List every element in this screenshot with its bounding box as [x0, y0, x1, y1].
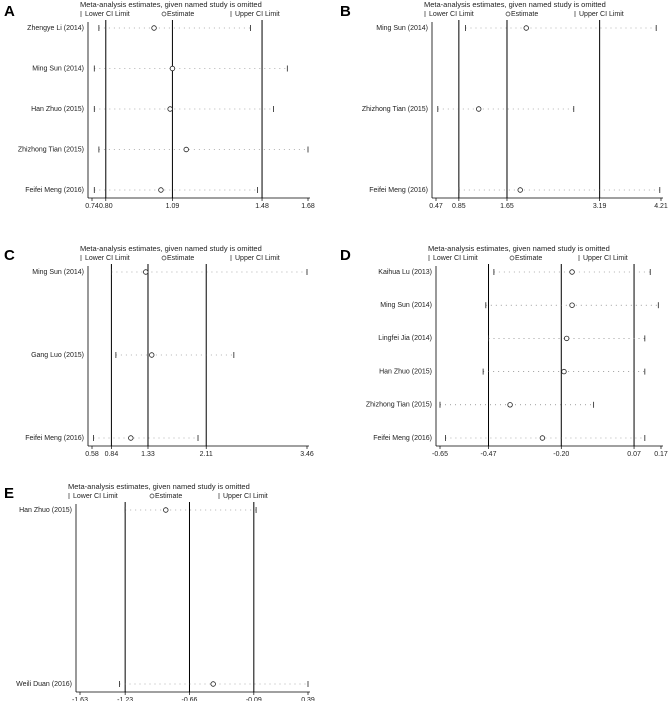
panel-letter: B — [340, 3, 351, 20]
x-tick-label: -0.20 — [553, 451, 569, 458]
study-label: Ming Sun (2014) — [32, 269, 84, 276]
study-label: Feifei Meng (2016) — [369, 187, 428, 194]
panel-title: Meta-analysis estimates, given named stu… — [424, 0, 606, 9]
legend-label: Lower CI Limit — [85, 255, 130, 262]
x-tick-label: 2.11 — [200, 451, 213, 458]
x-tick-label: 0.84 — [105, 451, 119, 458]
legend-label: Estimate — [155, 493, 182, 500]
legend-label: Estimate — [167, 255, 194, 262]
x-tick-label: -0.65 — [432, 451, 448, 458]
study-label: Feifei Meng (2016) — [373, 435, 432, 442]
study-label: Zhizhong Tian (2015) — [18, 146, 84, 153]
x-tick-label: 0.39 — [301, 697, 315, 701]
study-label: Han Zhuo (2015) — [31, 106, 84, 113]
x-tick-label: -1.23 — [117, 697, 133, 701]
x-tick-label: 0.80 — [99, 203, 113, 210]
legend-label: Lower CI Limit — [429, 11, 474, 18]
legend-label: Lower CI Limit — [73, 493, 118, 500]
legend-symbol — [149, 493, 155, 499]
estimate — [523, 25, 529, 31]
study-label: Feifei Meng (2016) — [25, 187, 84, 194]
legend-symbol — [161, 11, 167, 17]
study-label: Ming Sun (2014) — [32, 65, 84, 72]
x-tick-label: 1.33 — [141, 451, 155, 458]
study-label: Ming Sun (2014) — [380, 302, 432, 309]
estimate — [163, 507, 169, 513]
estimate — [158, 187, 164, 193]
study-label: Weili Duan (2016) — [16, 681, 72, 688]
x-tick-label: -0.09 — [246, 697, 262, 701]
legend-label: Estimate — [511, 11, 538, 18]
legend-symbol — [509, 255, 515, 261]
estimate — [539, 435, 546, 441]
estimate — [569, 302, 575, 308]
study-label: Gang Luo (2015) — [31, 352, 84, 359]
x-tick-label: 1.48 — [255, 203, 269, 210]
study-label: Lingfei Jia (2014) — [378, 335, 432, 342]
x-tick-label: 0.17 — [654, 451, 668, 458]
panel-title: Meta-analysis estimates, given named stu… — [80, 0, 262, 9]
panel-title: Meta-analysis estimates, given named stu… — [428, 244, 610, 253]
legend-label: Estimate — [515, 255, 542, 262]
legend-symbol — [161, 255, 167, 261]
panel-letter: E — [4, 485, 14, 502]
panel-title: Meta-analysis estimates, given named stu… — [80, 244, 262, 253]
estimate — [143, 269, 149, 275]
legend-label: Lower CI Limit — [433, 255, 478, 262]
x-tick-label: 1.68 — [301, 203, 315, 210]
x-tick-label: 3.46 — [300, 451, 314, 458]
panel-letter: C — [4, 247, 15, 264]
legend-label: Upper CI Limit — [583, 255, 628, 262]
legend-label: Upper CI Limit — [223, 493, 268, 500]
study-label: Zhizhong Tian (2015) — [366, 402, 432, 409]
estimate — [149, 352, 155, 358]
x-tick-label: 1.65 — [500, 203, 514, 210]
x-tick-label: 4.21 — [654, 203, 668, 210]
legend-symbol — [505, 11, 511, 17]
estimate — [563, 335, 570, 342]
x-tick-label: -0.47 — [481, 451, 497, 458]
x-tick-label: 0.74 — [85, 203, 99, 210]
panel-title: Meta-analysis estimates, given named stu… — [68, 482, 250, 491]
estimate — [210, 681, 216, 687]
estimate — [507, 402, 513, 408]
legend-label: Estimate — [167, 11, 194, 18]
estimate — [167, 106, 173, 112]
study-label: Han Zhuo (2015) — [379, 368, 432, 375]
estimate — [569, 269, 575, 275]
estimate — [151, 25, 157, 31]
x-tick-label: -0.66 — [182, 697, 198, 701]
study-label: Zhengye Li (2014) — [27, 25, 84, 32]
x-tick-label: 0.07 — [627, 451, 641, 458]
x-tick-label: 3.19 — [593, 203, 607, 210]
study-label: Ming Sun (2014) — [376, 25, 428, 32]
x-tick-label: 0.85 — [452, 203, 466, 210]
legend-label: Upper CI Limit — [579, 11, 624, 18]
estimate — [561, 368, 567, 375]
estimate — [169, 65, 176, 72]
panel-letter: D — [340, 247, 351, 264]
x-tick-label: 0.47 — [429, 203, 443, 210]
legend-label: Upper CI Limit — [235, 255, 280, 262]
estimate — [183, 146, 189, 153]
estimate — [517, 187, 523, 193]
panel-letter: A — [4, 3, 15, 20]
x-tick-label: 0.58 — [85, 451, 99, 458]
study-label: Zhizhong Tian (2015) — [362, 106, 428, 113]
study-label: Kaihua Lu (2013) — [378, 269, 432, 276]
study-label: Han Zhuo (2015) — [19, 507, 72, 514]
study-label: Feifei Meng (2016) — [25, 435, 84, 442]
estimate — [128, 435, 134, 441]
estimate — [476, 106, 482, 112]
legend-label: Lower CI Limit — [85, 11, 130, 18]
x-tick-label: 1.09 — [166, 203, 180, 210]
legend-label: Upper CI Limit — [235, 11, 280, 18]
x-tick-label: -1.63 — [72, 697, 88, 701]
